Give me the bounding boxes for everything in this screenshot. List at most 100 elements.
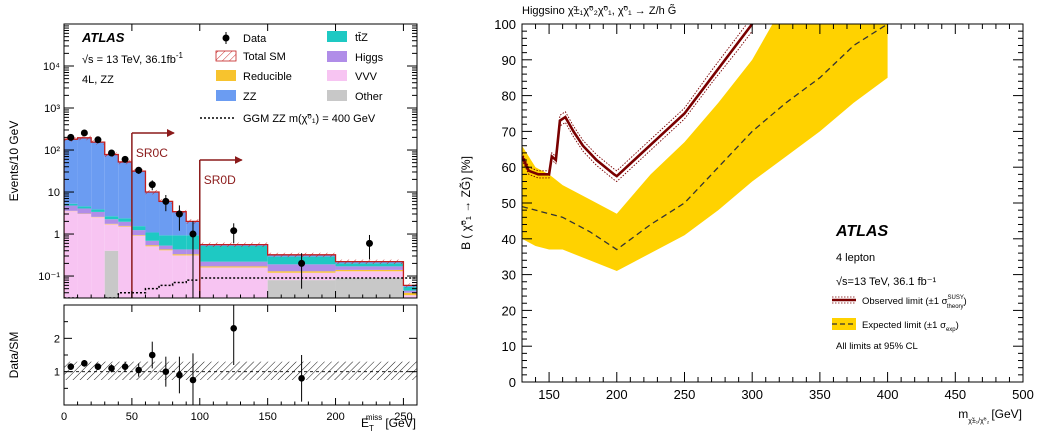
y-tick-label-0: 10⁻¹ [38, 271, 60, 283]
limit-text-line-1: √s=13 TeV, 36.1 fb⁻¹ [836, 276, 937, 288]
bar-reducible-6 [145, 245, 160, 247]
limit-y-tick-label-0: 0 [509, 375, 516, 390]
observed-line [522, 24, 754, 178]
bar-ttz-5 [131, 226, 146, 231]
data-point-2 [94, 136, 102, 144]
data-point-10 [230, 227, 238, 235]
y-axis-label: Events/10 GeV [7, 121, 21, 202]
bar-reducible-10 [199, 266, 268, 268]
bar-reducible-7 [159, 249, 173, 251]
data-point-12 [365, 239, 373, 247]
data-point-1 [80, 129, 88, 137]
legend-higgs-swatch [327, 51, 347, 62]
bar-higgs-7 [159, 245, 173, 250]
limit-x-tick-label-7: 500 [1012, 387, 1034, 402]
bar-vvv-5 [131, 235, 146, 298]
ratio-x-tick-label-1: 50 [126, 411, 138, 423]
expected-band [522, 24, 888, 272]
bar-reducible-3 [104, 223, 119, 225]
bar-other-3 [104, 250, 119, 298]
ratio-x-tick-label-3: 150 [258, 411, 276, 423]
bar-vvv-10 [199, 267, 268, 298]
limit-x-tick-label-0: 150 [538, 387, 560, 402]
bar-higgs-5 [131, 230, 146, 236]
ratio-band [64, 361, 417, 380]
limit-y-tick-label-4: 40 [502, 232, 516, 247]
limit-y-tick-label-1: 10 [502, 339, 516, 354]
bar-vvv-7 [159, 250, 173, 298]
limit-y-label: B ( χ̃⁰₁ → ZG̃) [%] [458, 156, 473, 250]
limit-y-tick-label-9: 90 [502, 53, 516, 68]
bar-other-11 [267, 280, 336, 298]
data-point-0 [67, 133, 75, 141]
ratio-point-1 [81, 360, 88, 367]
signal-region-markers: SR0C SR0D [131, 129, 243, 298]
bar-vvv-4 [118, 226, 132, 298]
ratio-frame [63, 304, 418, 406]
ratio-y-tick-label-0: 1 [54, 367, 60, 379]
ratio-panel: 0 50 100 150 200 250 1 2 Data/SM ETmiss [GeV] [7, 304, 418, 433]
limit-y-tick-label-10: 100 [494, 17, 516, 32]
limit-curves [522, 24, 888, 251]
svg-text:tt̄Z: tt̄Z [355, 32, 368, 44]
limit-legend: Observed limit (±1 σSUSY theory) Expected… [832, 295, 967, 352]
ratio-point-3 [108, 365, 115, 372]
bar-reducible-12 [335, 269, 404, 272]
legend-expected: Expected limit (±1 σexp) [832, 318, 959, 333]
data-point-6 [148, 181, 156, 189]
legend-vvv: VVV [327, 70, 378, 83]
axes: 10⁻¹ 1 10 10² 10³ 10⁴ [38, 24, 418, 299]
limit-x-tick-label-2: 250 [674, 387, 696, 402]
svg-text:Higgs: Higgs [355, 52, 384, 64]
bar-zz-1 [77, 137, 92, 207]
signal-line [64, 277, 417, 298]
limit-text-line-0: 4 lepton [836, 252, 875, 264]
ratio-points [67, 305, 305, 405]
ratio-axes: 0 50 100 150 200 250 1 2 [54, 305, 418, 423]
bar-vvv-3 [104, 224, 119, 251]
region-label: 4L, ZZ [82, 74, 114, 86]
data-point-11 [298, 259, 306, 267]
legend-ttz-swatch [327, 31, 347, 42]
bar-zz-6 [145, 191, 160, 233]
bar-zz-4 [118, 161, 132, 219]
bar-higgs-13 [403, 290, 417, 293]
legend: Data Total SM Reducible ZZ tt̄Z Higgs [200, 31, 384, 125]
ratio-x-label: ETmiss [GeV] [361, 413, 416, 433]
bar-ttz-0 [64, 203, 78, 206]
bar-higgs-4 [118, 221, 132, 226]
bar-zz-2 [91, 142, 105, 210]
bar-higgs-2 [91, 211, 105, 217]
ratio-point-8 [176, 371, 183, 379]
expected-line [522, 24, 888, 251]
bar-vvv-8 [172, 255, 187, 298]
bar-higgs-8 [172, 249, 187, 255]
legend-reducible-swatch [216, 70, 236, 81]
bar-higgs-12 [335, 266, 404, 270]
bar-reducible-13 [403, 292, 417, 296]
limit-y-tick-label-3: 30 [502, 268, 516, 283]
limit-y-tick-label-5: 50 [502, 196, 516, 211]
bar-ttz-8 [172, 235, 187, 250]
bar-ttz-10 [199, 245, 268, 262]
svg-text:Total SM: Total SM [243, 51, 286, 63]
bar-ttz-12 [335, 263, 404, 267]
ratio-x-tick-label-4: 200 [326, 411, 344, 423]
limit-x-tick-label-6: 450 [944, 387, 966, 402]
bar-ttz-4 [118, 218, 132, 222]
bar-zz-5 [131, 171, 146, 227]
data-point-9 [189, 230, 197, 238]
legend-ttz: tt̄Z [327, 31, 368, 44]
limit-axes: 150 200 250 300 350 400 450 500 0 10 20 30 40 50 60 70 8… [494, 17, 1034, 402]
legend-higgs: Higgs [327, 51, 384, 64]
svg-text:Reducible: Reducible [243, 71, 292, 83]
sr-label-0: SR0C [136, 146, 168, 160]
bar-higgs-3 [104, 219, 119, 224]
y-tick-label-5: 10⁴ [43, 61, 60, 73]
bar-reducible-8 [172, 254, 187, 256]
legend-zz-swatch [216, 90, 236, 101]
bar-higgs-0 [64, 205, 78, 211]
legend-reducible: Reducible [216, 70, 292, 83]
